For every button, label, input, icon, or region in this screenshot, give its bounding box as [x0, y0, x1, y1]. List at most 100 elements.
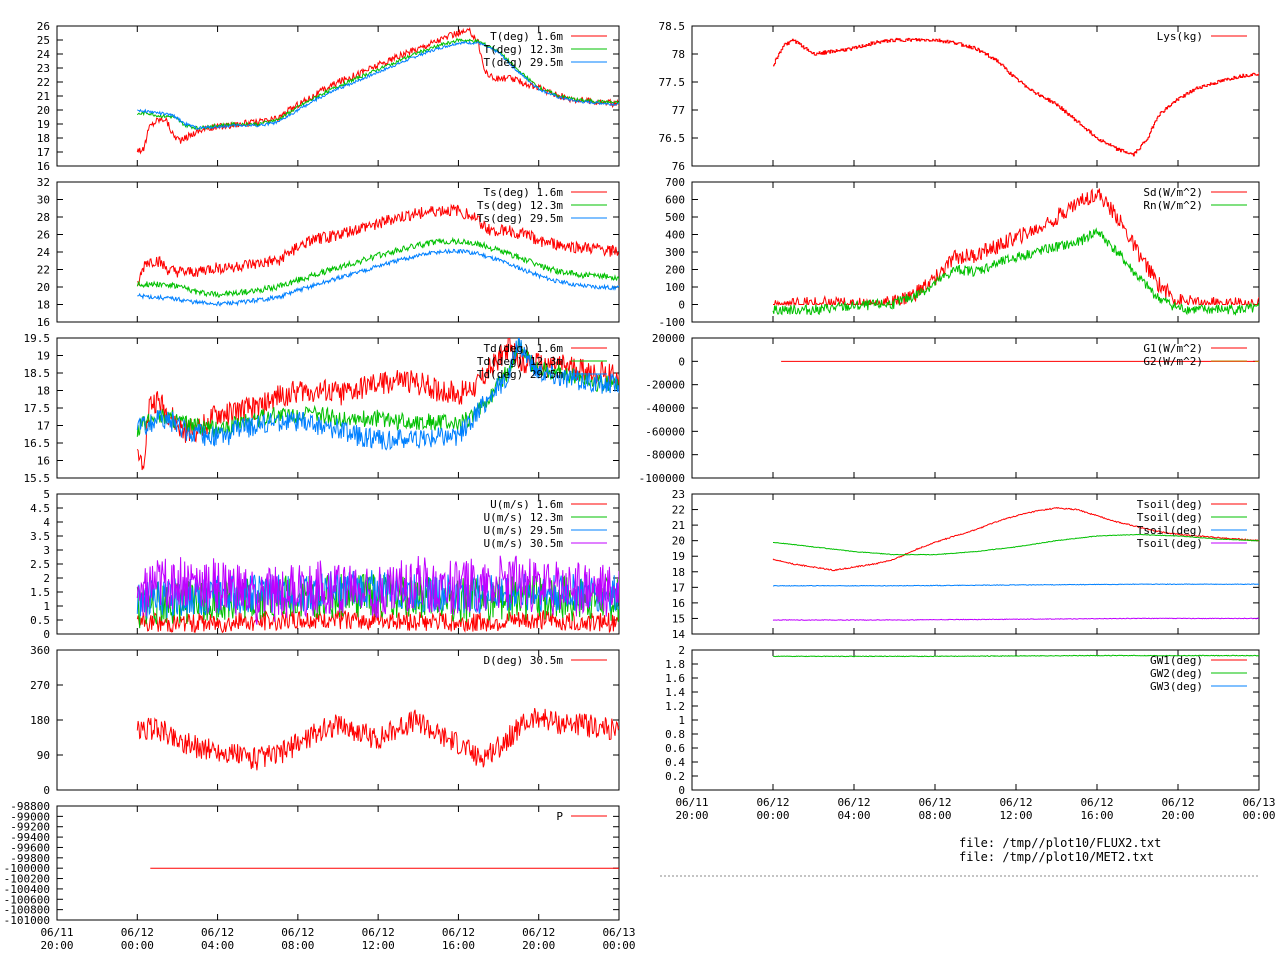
legend-label: P [556, 810, 563, 823]
legend-label: Td(deg) 29.5m [477, 368, 563, 381]
x-tick-label-date: 06/12 [1080, 796, 1113, 809]
y-tick-label: 400 [665, 229, 685, 242]
plot-frame [691, 25, 1260, 167]
series-line [773, 188, 1259, 307]
y-tick-label: 2.5 [30, 558, 50, 571]
y-tick-label: 20 [672, 535, 685, 548]
y-tick-label: 1.6 [665, 672, 685, 685]
y-tick-label: 22 [37, 76, 50, 89]
y-tick-label: 18 [672, 566, 685, 579]
y-tick-label: 19 [672, 550, 685, 563]
y-tick-label: -100000 [4, 862, 50, 875]
y-tick-label: 15 [672, 612, 685, 625]
legend-label: T(deg) 1.6m [490, 30, 563, 43]
y-tick-label: -99200 [10, 821, 50, 834]
plot-frame [691, 493, 1260, 635]
y-tick-label: 21 [672, 519, 685, 532]
y-tick-label: 90 [37, 749, 50, 762]
y-tick-label: -99400 [10, 831, 50, 844]
x-tick-label-time: 12:00 [999, 809, 1032, 822]
panel-soil-water: 00.20.40.60.811.21.41.61.8206/1120:0006/… [665, 644, 1275, 822]
y-tick-label: 26 [37, 229, 50, 242]
legend-label: Tsoil(deg) [1137, 537, 1203, 550]
panel-pressure: -101000-100800-100600-100400-100200-1000… [4, 800, 636, 952]
series-line [136, 26, 619, 155]
y-tick-label: 18 [37, 132, 50, 145]
series-line [136, 338, 619, 471]
y-tick-label: -20000 [645, 379, 685, 392]
series-group [772, 188, 1259, 317]
y-tick-label: 2 [43, 572, 50, 585]
y-tick-label: 17.5 [24, 402, 51, 415]
y-tick-label: 1.4 [665, 686, 685, 699]
y-tick-label: 14 [672, 628, 686, 641]
y-tick-label: 3.5 [30, 530, 50, 543]
y-tick-label: 1.8 [665, 658, 685, 671]
y-tick-label: 1.5 [30, 586, 50, 599]
legend-label: GW1(deg) [1150, 654, 1203, 667]
y-tick-label: 17 [672, 581, 685, 594]
legend-label: U(m/s) 1.6m [490, 498, 563, 511]
y-tick-label: 24 [37, 246, 51, 259]
x-tick-label-date: 06/12 [756, 796, 789, 809]
legend-label: T(deg) 12.3m [484, 43, 564, 56]
series-line [136, 708, 619, 771]
y-tick-label: 19 [37, 118, 50, 131]
y-tick-label: 600 [665, 194, 685, 207]
y-tick-label: -40000 [645, 402, 685, 415]
y-tick-label: 17 [37, 146, 50, 159]
legend-label: Ts(deg) 12.3m [477, 199, 563, 212]
x-tick-label-time: 08:00 [918, 809, 951, 822]
legend-label: Td(deg) 12.3m [477, 355, 563, 368]
x-tick-label-date: 06/12 [201, 926, 234, 939]
y-tick-label: -99800 [10, 852, 50, 865]
y-tick-label: 20 [37, 104, 50, 117]
series-group [772, 654, 1259, 658]
y-tick-label: 0.6 [665, 742, 685, 755]
series-group [136, 26, 619, 155]
x-tick-label-time: 16:00 [442, 939, 475, 952]
panel-soil-temp: 14151617181920212223Tsoil(deg)Tsoil(deg)… [672, 488, 1260, 641]
series-line [773, 533, 1259, 556]
y-tick-label: 0.5 [30, 614, 50, 627]
y-tick-label: 20 [37, 281, 50, 294]
series-group [773, 37, 1259, 157]
x-tick-label-time: 00:00 [602, 939, 635, 952]
y-tick-label: 24 [37, 48, 51, 61]
x-tick-label-date: 06/12 [121, 926, 154, 939]
y-tick-label: 78.5 [659, 20, 686, 33]
y-tick-label: 100 [665, 281, 685, 294]
y-tick-label: -100 [659, 316, 686, 329]
x-tick-label-date: 06/12 [442, 926, 475, 939]
legend-label: Ts(deg) 1.6m [484, 186, 564, 199]
y-tick-label: 18.5 [24, 367, 51, 380]
x-tick-label-date: 06/11 [675, 796, 708, 809]
y-tick-label: -99000 [10, 810, 50, 823]
y-tick-label: 78 [672, 48, 685, 61]
x-tick-label-time: 12:00 [362, 939, 395, 952]
y-tick-label: 0.8 [665, 728, 685, 741]
series-line [772, 617, 1259, 621]
y-tick-label: 500 [665, 211, 685, 224]
y-tick-label: 0 [678, 355, 685, 368]
file-label-met: file: /tmp//plot10/MET2.txt [959, 850, 1155, 864]
legend-label: Tsoil(deg) [1137, 498, 1203, 511]
y-tick-label: -99600 [10, 841, 50, 854]
plot-frame [56, 649, 620, 791]
x-tick-label-date: 06/12 [999, 796, 1032, 809]
x-tick-label-time: 00:00 [1242, 809, 1275, 822]
y-tick-label: 28 [37, 211, 50, 224]
y-tick-label: 15.5 [24, 472, 51, 485]
y-tick-label: 16 [37, 455, 50, 468]
y-tick-label: 22 [37, 264, 50, 277]
y-tick-label: -60000 [645, 425, 685, 438]
legend-label: GW3(deg) [1150, 680, 1203, 693]
series-group [772, 506, 1259, 621]
y-tick-label: 4.5 [30, 502, 50, 515]
y-tick-label: 20000 [652, 332, 685, 345]
legend-label: Ts(deg) 29.5m [477, 212, 563, 225]
y-tick-label: 0.2 [665, 770, 685, 783]
legend-label: Tsoil(deg) [1137, 524, 1203, 537]
